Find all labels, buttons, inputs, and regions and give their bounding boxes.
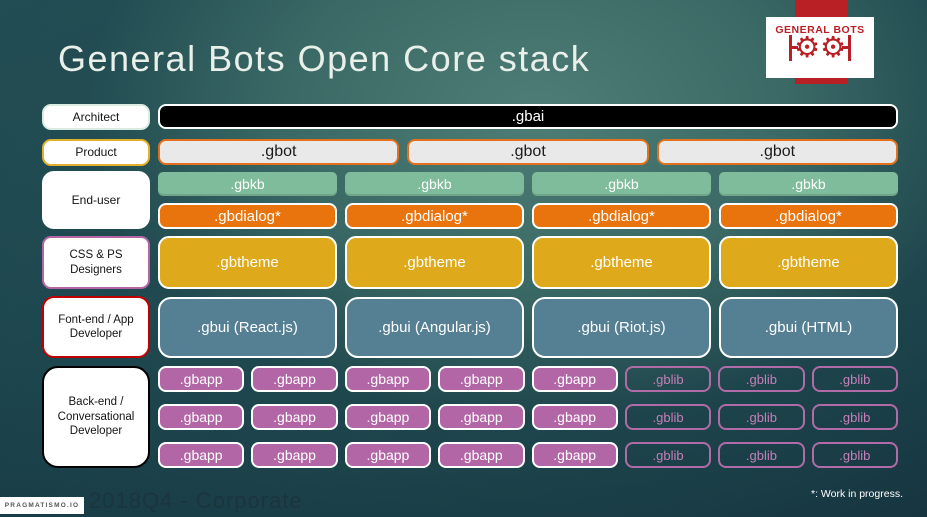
gbdialog-box: .gbdialog*	[158, 203, 337, 229]
backend-row: .gbapp .gbapp .gbapp .gbapp .gbapp .gbli…	[158, 404, 898, 430]
gbapp-box: .gbapp	[438, 442, 525, 468]
gbtheme-row: .gbtheme .gbtheme .gbtheme .gbtheme	[158, 236, 898, 289]
gblib-box: .gblib	[811, 442, 898, 468]
gbui-riot-box: .gbui (Riot.js)	[532, 297, 711, 358]
gbot-row: .gbot .gbot .gbot	[158, 139, 898, 165]
gbapp-box: .gbapp	[531, 404, 618, 430]
gbapp-box: .gbapp	[251, 366, 338, 392]
row-label-product: Product	[42, 139, 150, 166]
gbapp-box: .gbapp	[531, 366, 618, 392]
gblib-box: .gblib	[624, 442, 712, 468]
gbkb-row: .gbkb .gbkb .gbkb .gbkb	[158, 172, 898, 196]
gblib-box: .gblib	[624, 366, 712, 392]
page-title: General Bots Open Core stack	[58, 38, 591, 79]
gbtheme-box: .gbtheme	[719, 236, 898, 289]
gbui-html-box: .gbui (HTML)	[719, 297, 898, 358]
row-label-css-ps-designers: CSS & PS Designers	[42, 236, 150, 289]
gbapp-box: .gbapp	[531, 442, 618, 468]
gbot-box: .gbot	[158, 139, 400, 165]
gblib-box: .gblib	[718, 442, 805, 468]
general-bots-logo: GENERAL BOTS ⚙ ⚙	[766, 17, 874, 78]
row-label-backend-conversational-developer: Back-end / Conversational Developer	[42, 366, 150, 468]
gbapp-box: .gbapp	[251, 404, 338, 430]
gear-left-bar	[789, 34, 798, 61]
gbapp-box: .gbapp	[251, 442, 338, 468]
gbui-angular-box: .gbui (Angular.js)	[345, 297, 524, 358]
logo-text: GENERAL BOTS	[775, 24, 865, 36]
gbapp-box: .gbapp	[158, 404, 245, 430]
gblib-box: .gblib	[624, 404, 712, 430]
gbai-row: .gbai	[158, 104, 898, 129]
gear-icon: ⚙	[794, 30, 820, 64]
gbapp-box: .gbapp	[438, 366, 525, 392]
gears-icon: ⚙ ⚙	[789, 33, 851, 62]
gbapp-box: .gbapp	[158, 442, 245, 468]
backend-row: .gbapp .gbapp .gbapp .gbapp .gbapp .gbli…	[158, 366, 898, 392]
gbapp-box: .gbapp	[344, 404, 432, 430]
gbdialog-box: .gbdialog*	[345, 203, 524, 229]
gbdialog-box: .gbdialog*	[532, 203, 711, 229]
work-in-progress-note: *: Work in progress.	[810, 488, 903, 500]
gear-right-bar	[842, 34, 851, 61]
gbapp-box: .gbapp	[344, 442, 432, 468]
gbkb-box: .gbkb	[532, 172, 711, 196]
row-label-architect: Architect	[42, 104, 150, 130]
gbot-box: .gbot	[656, 139, 898, 165]
gbkb-box: .gbkb	[158, 172, 337, 196]
gbtheme-box: .gbtheme	[532, 236, 711, 289]
gbdialog-row: .gbdialog* .gbdialog* .gbdialog* .gbdial…	[158, 203, 898, 229]
pragmatismo-brand-box: PRAGMATISMO.IO	[0, 497, 84, 514]
backend-row: .gbapp .gbapp .gbapp .gbapp .gbapp .gbli…	[158, 442, 898, 468]
pragmatismo-brand-text: PRAGMATISMO.IO	[4, 502, 80, 509]
row-label-frontend-app-developer: Font-end / App Developer	[42, 296, 150, 358]
gbtheme-box: .gbtheme	[345, 236, 524, 289]
gblib-box: .gblib	[811, 366, 898, 392]
gbtheme-box: .gbtheme	[158, 236, 337, 289]
gbapp-box: .gbapp	[344, 366, 432, 392]
footer-caption: 2018Q4 - Corporate	[89, 488, 303, 513]
gbai-box: .gbai	[158, 104, 898, 129]
gblib-box: .gblib	[718, 366, 805, 392]
gbkb-box: .gbkb	[345, 172, 524, 196]
gbdialog-box: .gbdialog*	[719, 203, 898, 229]
gbkb-box: .gbkb	[719, 172, 898, 196]
gbot-box: .gbot	[407, 139, 649, 165]
gbapp-box: .gbapp	[158, 366, 245, 392]
gear-icon: ⚙	[820, 30, 846, 64]
gblib-box: .gblib	[811, 404, 898, 430]
gbui-react-box: .gbui (React.js)	[158, 297, 337, 358]
gblib-box: .gblib	[718, 404, 805, 430]
gbui-row: .gbui (React.js) .gbui (Angular.js) .gbu…	[158, 297, 898, 358]
gbapp-box: .gbapp	[438, 404, 525, 430]
row-label-end-user: End-user	[42, 171, 150, 229]
